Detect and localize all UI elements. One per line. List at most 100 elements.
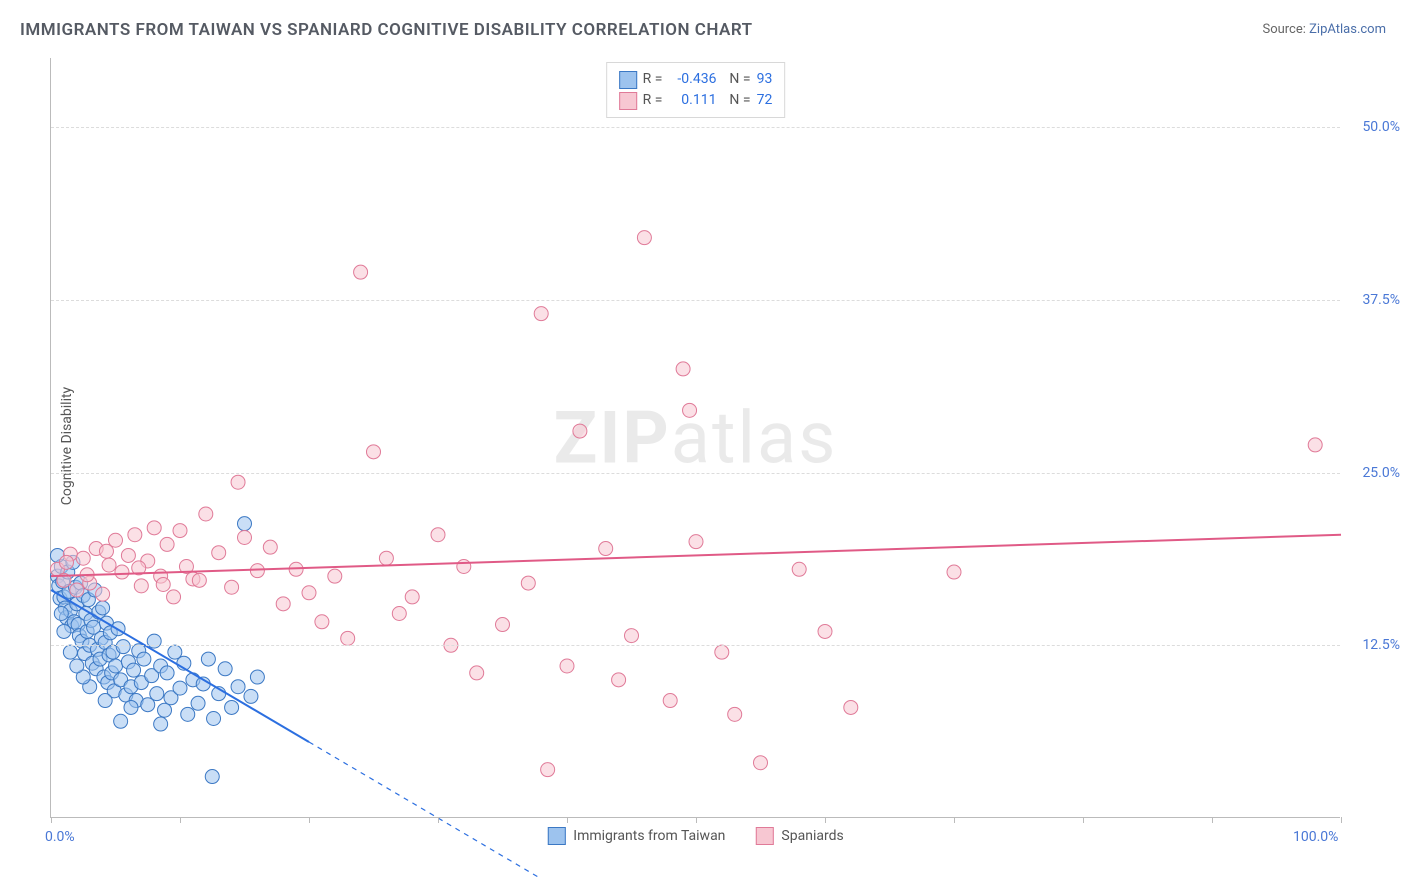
scatter-point <box>168 645 182 659</box>
scatter-svg <box>51 58 1340 817</box>
scatter-point <box>83 680 97 694</box>
scatter-point <box>59 555 73 569</box>
bottom-legend-spaniards: Spaniards <box>755 827 843 845</box>
scatter-point <box>276 597 290 611</box>
legend-row-spaniards: R = 0.111 N = 72 <box>619 90 773 111</box>
legend-r-value-taiwan: -0.436 <box>668 69 716 90</box>
scatter-point <box>59 611 73 625</box>
bottom-legend: Immigrants from Taiwan Spaniards <box>547 827 843 845</box>
scatter-point <box>107 684 121 698</box>
scatter-point <box>79 606 93 620</box>
scatter-point <box>50 569 64 583</box>
scatter-point <box>150 687 164 701</box>
scatter-point <box>96 587 110 601</box>
scatter-point <box>97 670 111 684</box>
scatter-point <box>101 676 115 690</box>
scatter-point <box>205 770 219 784</box>
watermark-bold: ZIP <box>554 395 671 480</box>
scatter-point <box>156 577 170 591</box>
scatter-point <box>164 691 178 705</box>
scatter-point <box>61 565 75 579</box>
scatter-point <box>207 712 221 726</box>
scatter-point <box>212 687 226 701</box>
gridline-h <box>51 127 1340 128</box>
scatter-point <box>66 555 80 569</box>
scatter-point <box>754 756 768 770</box>
scatter-point <box>792 562 806 576</box>
scatter-point <box>69 580 83 594</box>
scatter-point <box>173 524 187 538</box>
scatter-point <box>160 537 174 551</box>
scatter-point <box>145 669 159 683</box>
watermark-light: atlas <box>671 395 838 480</box>
scatter-point <box>573 424 587 438</box>
correlation-legend: R = -0.436 N = 93 R = 0.111 N = 72 <box>606 62 786 118</box>
scatter-point <box>67 615 81 629</box>
scatter-point <box>534 307 548 321</box>
scatter-point <box>541 763 555 777</box>
y-tick-label: 25.0% <box>1362 465 1400 481</box>
scatter-point <box>70 659 84 673</box>
x-tick-label: 0.0% <box>45 829 75 845</box>
scatter-point <box>76 670 90 684</box>
scatter-point <box>96 601 110 615</box>
scatter-point <box>99 544 113 558</box>
scatter-point <box>124 680 138 694</box>
scatter-point <box>676 362 690 376</box>
scatter-point <box>106 645 120 659</box>
scatter-point <box>80 624 94 638</box>
swatch-spaniards-bottom <box>755 827 773 845</box>
scatter-point <box>134 579 148 593</box>
scatter-point <box>92 605 106 619</box>
scatter-point <box>367 445 381 459</box>
scatter-point <box>147 521 161 535</box>
scatter-point <box>80 568 94 582</box>
scatter-point <box>218 662 232 676</box>
scatter-point <box>105 666 119 680</box>
scatter-point <box>70 583 84 597</box>
scatter-point <box>81 593 95 607</box>
x-tick <box>51 817 52 823</box>
scatter-point <box>57 573 71 587</box>
scatter-point <box>78 647 92 661</box>
x-tick <box>438 817 439 823</box>
scatter-point <box>683 403 697 417</box>
scatter-point <box>72 629 86 643</box>
scatter-point <box>179 560 193 574</box>
scatter-point <box>63 547 77 561</box>
scatter-point <box>231 475 245 489</box>
y-tick-label: 50.0% <box>1362 119 1400 135</box>
scatter-point <box>231 680 245 694</box>
scatter-point <box>599 542 613 556</box>
scatter-point <box>114 714 128 728</box>
scatter-point <box>663 694 677 708</box>
scatter-point <box>57 590 71 604</box>
scatter-point <box>127 663 141 677</box>
scatter-point <box>154 717 168 731</box>
scatter-point <box>154 659 168 673</box>
scatter-point <box>289 562 303 576</box>
scatter-point <box>212 546 226 560</box>
scatter-point <box>238 517 252 531</box>
scatter-point <box>109 533 123 547</box>
scatter-point <box>102 558 116 572</box>
scatter-point <box>392 606 406 620</box>
legend-n-value-taiwan: 93 <box>757 69 773 90</box>
source-link[interactable]: ZipAtlas.com <box>1309 22 1386 37</box>
scatter-point <box>154 569 168 583</box>
scatter-point <box>85 656 99 670</box>
legend-n-label: N = <box>722 90 750 111</box>
scatter-point <box>109 659 123 673</box>
scatter-point <box>186 673 200 687</box>
scatter-point <box>137 652 151 666</box>
scatter-point <box>728 707 742 721</box>
scatter-point <box>94 631 108 645</box>
scatter-point <box>115 565 129 579</box>
scatter-point <box>83 576 97 590</box>
scatter-point <box>177 656 191 670</box>
y-tick-label: 12.5% <box>1362 637 1400 653</box>
scatter-point <box>63 604 77 618</box>
scatter-point <box>99 616 113 630</box>
scatter-point <box>62 584 76 598</box>
scatter-point <box>818 624 832 638</box>
